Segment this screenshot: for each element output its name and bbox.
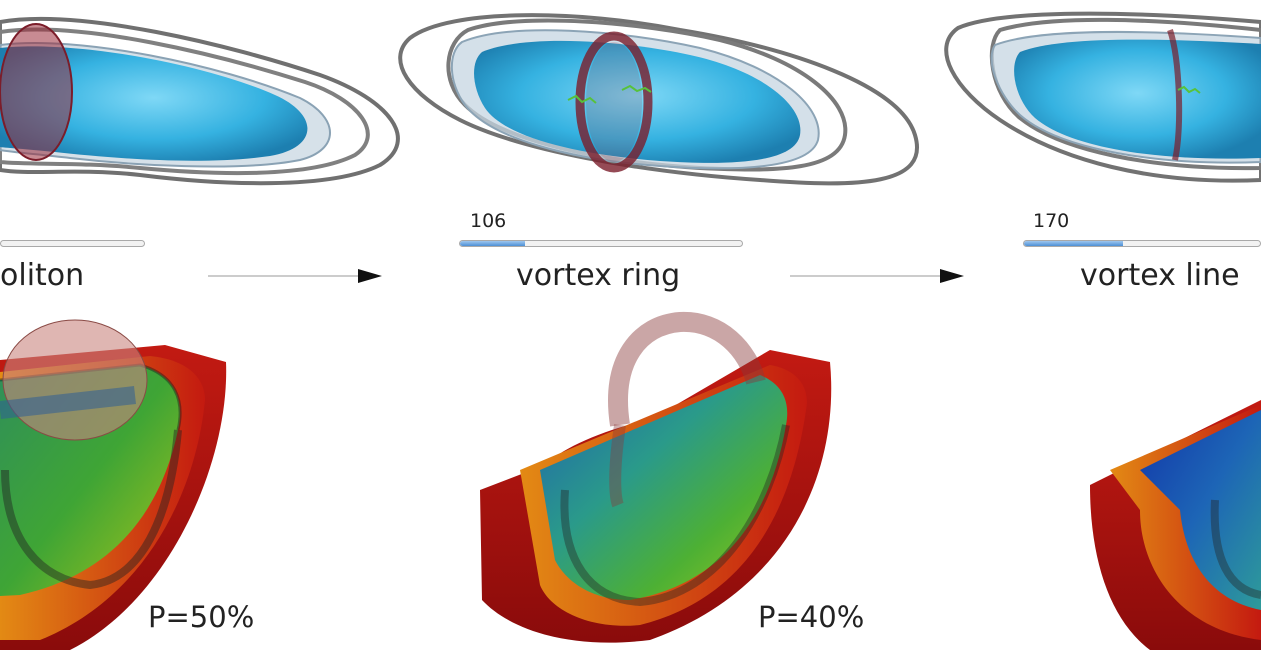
progress-bar-3 — [1023, 240, 1261, 247]
stage-label-vortex-ring: vortex ring — [516, 258, 681, 293]
stage-label-vortex-line: vortex line — [1080, 258, 1240, 293]
timestep-label-3: 170 — [1033, 210, 1070, 232]
pressure-label-2: P=40% — [758, 600, 865, 634]
condensate-panel-1 — [0, 16, 400, 186]
progress-fill-3 — [1024, 241, 1124, 246]
arrow-ring-to-line — [790, 269, 964, 283]
cell-section-1 — [0, 319, 227, 650]
progress-bar-1 — [0, 240, 145, 247]
arrow-soliton-to-ring — [208, 269, 382, 283]
cell-section-3 — [1090, 400, 1261, 650]
progress-fill-2 — [460, 241, 525, 246]
progress-bar-2 — [459, 240, 743, 247]
condensate-panel-3 — [944, 11, 1261, 183]
condensate-panel-2 — [398, 13, 919, 186]
cell-section-2 — [480, 311, 832, 643]
timestep-label-2: 106 — [470, 210, 507, 232]
stage-label-soliton: oliton — [0, 258, 85, 293]
pressure-label-1: P=50% — [148, 600, 255, 634]
